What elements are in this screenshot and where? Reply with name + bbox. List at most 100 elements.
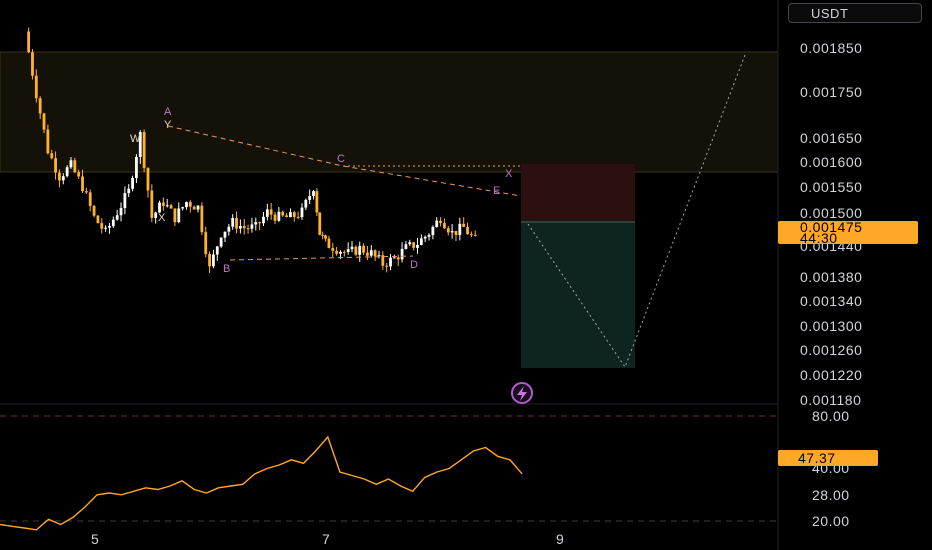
candle	[115, 215, 119, 220]
time-axis[interactable]: 5 7 9	[91, 531, 564, 547]
candle	[34, 75, 38, 99]
candle	[169, 205, 173, 209]
candle	[381, 255, 385, 266]
candle	[262, 216, 265, 224]
time-tick: 5	[91, 531, 99, 547]
candle	[123, 193, 127, 208]
rsi-axis: 80.00 40.00 28.00 20.00 47.37	[778, 408, 878, 529]
label-y: Y	[164, 119, 172, 131]
resistance-zone	[0, 51, 779, 173]
rsi-line	[0, 435, 523, 531]
label-b: B	[223, 263, 230, 275]
candle	[254, 222, 258, 225]
candle	[408, 242, 412, 245]
candle	[296, 216, 300, 218]
candle	[73, 160, 77, 173]
candle	[231, 217, 235, 227]
label-d: D	[410, 259, 418, 271]
candle	[100, 223, 104, 229]
candle	[318, 212, 322, 235]
price-tick: 0.001220	[800, 367, 862, 383]
candle	[454, 230, 458, 235]
candle	[327, 238, 331, 249]
pattern-lines	[167, 54, 746, 369]
candle	[212, 254, 215, 267]
lower-trendline	[229, 255, 414, 261]
candle	[119, 207, 123, 216]
candle	[300, 207, 304, 217]
candle	[358, 245, 362, 255]
candle	[354, 246, 358, 255]
candle	[108, 226, 111, 228]
candle	[204, 232, 208, 254]
candle	[400, 248, 404, 260]
candle	[96, 215, 100, 224]
label-c: C	[337, 153, 345, 165]
lightning-icon[interactable]	[511, 382, 533, 404]
candle	[65, 167, 69, 177]
candle	[350, 246, 354, 250]
current-price-tag	[778, 221, 918, 244]
candle	[369, 250, 373, 256]
candle	[92, 205, 96, 216]
candle	[258, 222, 262, 224]
candle	[277, 211, 281, 221]
candle	[346, 249, 350, 252]
candle	[158, 202, 161, 213]
price-tick: 0.001650	[800, 130, 862, 146]
candle	[331, 248, 335, 251]
candle	[339, 251, 342, 254]
candle	[192, 206, 196, 210]
candle	[269, 209, 273, 215]
candle	[111, 219, 115, 227]
projection-path	[527, 54, 746, 369]
candle	[321, 234, 325, 236]
label-x-right: X	[505, 168, 513, 180]
candle	[69, 160, 73, 168]
candle	[423, 236, 427, 239]
rsi-tick: 20.00	[812, 513, 850, 529]
candle	[304, 199, 308, 208]
take-profit-zone	[521, 222, 635, 368]
candle	[308, 195, 312, 200]
candle	[84, 191, 88, 193]
rsi-current-tag	[778, 450, 878, 466]
price-tick: 0.001180	[800, 392, 861, 408]
candle	[435, 220, 439, 227]
rsi-panel	[0, 415, 778, 531]
time-tick: 9	[556, 531, 564, 547]
price-countdown: 44:30	[800, 230, 838, 246]
candle	[42, 113, 46, 130]
candle	[31, 52, 34, 76]
candle	[142, 132, 146, 168]
pattern-labels: A W Y X B C D E X	[130, 106, 513, 275]
candle	[54, 158, 57, 173]
candle	[208, 253, 211, 267]
candle	[81, 176, 84, 192]
candle	[138, 132, 142, 157]
price-tick: 0.001260	[800, 342, 862, 358]
candle	[196, 205, 200, 210]
candle	[462, 223, 466, 227]
candle	[146, 167, 150, 191]
candle	[312, 191, 315, 196]
candle	[250, 224, 254, 229]
candle	[150, 190, 154, 218]
candle	[443, 223, 446, 229]
currency-selector-button[interactable]: USDT	[788, 3, 922, 23]
candle	[473, 234, 477, 236]
candle	[419, 238, 423, 245]
candle	[446, 228, 450, 233]
price-tick: 0.001300	[800, 318, 862, 334]
price-axis[interactable]: 0.001850 0.001750 0.001650 0.001600 0.00…	[778, 40, 918, 408]
candle	[335, 250, 339, 254]
candle	[285, 215, 288, 218]
rsi-current: 47.37	[798, 450, 836, 466]
candle	[373, 250, 377, 257]
candle	[427, 235, 431, 237]
price-tick: 0.001850	[800, 40, 862, 56]
candle	[219, 237, 223, 247]
candle	[366, 252, 369, 256]
candle	[135, 156, 138, 179]
